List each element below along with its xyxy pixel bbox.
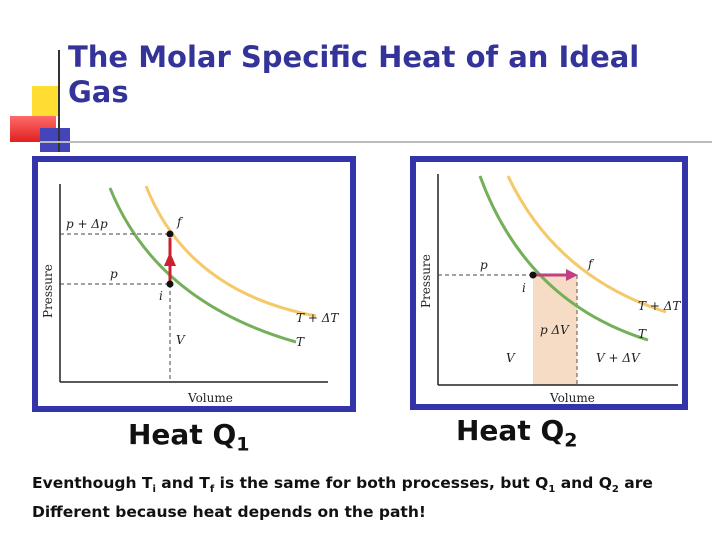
diagram-constant-volume: p + Δp p f i V T + ΔT T Volume Pressure	[32, 156, 356, 412]
point-f	[166, 230, 174, 238]
process-arrowhead	[566, 269, 578, 281]
label-T-plus-dT: T + ΔT	[638, 299, 681, 313]
label-f: f	[176, 215, 184, 229]
decor-vertical-rule	[58, 50, 60, 152]
x-axis-label: Volume	[187, 391, 233, 405]
heat-q2-label: Heat Q2	[456, 414, 578, 452]
y-axis-label: Pressure	[419, 254, 433, 308]
label-p: p	[480, 258, 488, 272]
diagram-constant-pressure: p f i p ΔV V V + ΔV T + ΔT T Volume Pres…	[410, 156, 688, 410]
label-i: i	[522, 281, 526, 295]
page-title: The Molar Specific Heat of an Ideal Gas	[68, 40, 640, 109]
label-T: T	[638, 327, 647, 341]
point-i	[166, 280, 174, 288]
isotherm-cold	[108, 187, 297, 344]
isotherm-hot	[144, 185, 317, 318]
decor-blue-square	[40, 128, 70, 152]
y-axis-label: Pressure	[41, 264, 55, 318]
label-i: i	[159, 289, 163, 303]
label-V: V	[506, 351, 516, 365]
x-axis-label: Volume	[549, 391, 595, 404]
label-p-dV: p ΔV	[540, 323, 570, 337]
process-arrowhead	[164, 252, 176, 266]
work-area	[533, 275, 577, 385]
label-V: V	[176, 333, 186, 347]
caption-text: Eventhough Ti and Tf is the same for bot…	[32, 474, 653, 522]
isotherm-hot	[506, 175, 667, 314]
decor-horizontal-rule	[40, 141, 712, 143]
isotherm-cold	[478, 175, 649, 342]
pv-diagram-left: p + Δp p f i V T + ΔT T Volume Pressure	[38, 162, 350, 406]
label-p-plus-dp: p + Δp	[66, 217, 108, 231]
label-p: p	[110, 267, 118, 281]
label-f: f	[587, 257, 595, 271]
decor-yellow-square	[32, 86, 58, 116]
label-T: T	[296, 335, 305, 349]
pv-diagram-right: p f i p ΔV V V + ΔV T + ΔT T Volume Pres…	[416, 162, 682, 404]
point-i	[529, 271, 537, 279]
label-V-plus-dV: V + ΔV	[596, 351, 641, 365]
label-T-plus-dT: T + ΔT	[296, 311, 339, 325]
heat-q1-label: Heat Q1	[128, 418, 250, 456]
